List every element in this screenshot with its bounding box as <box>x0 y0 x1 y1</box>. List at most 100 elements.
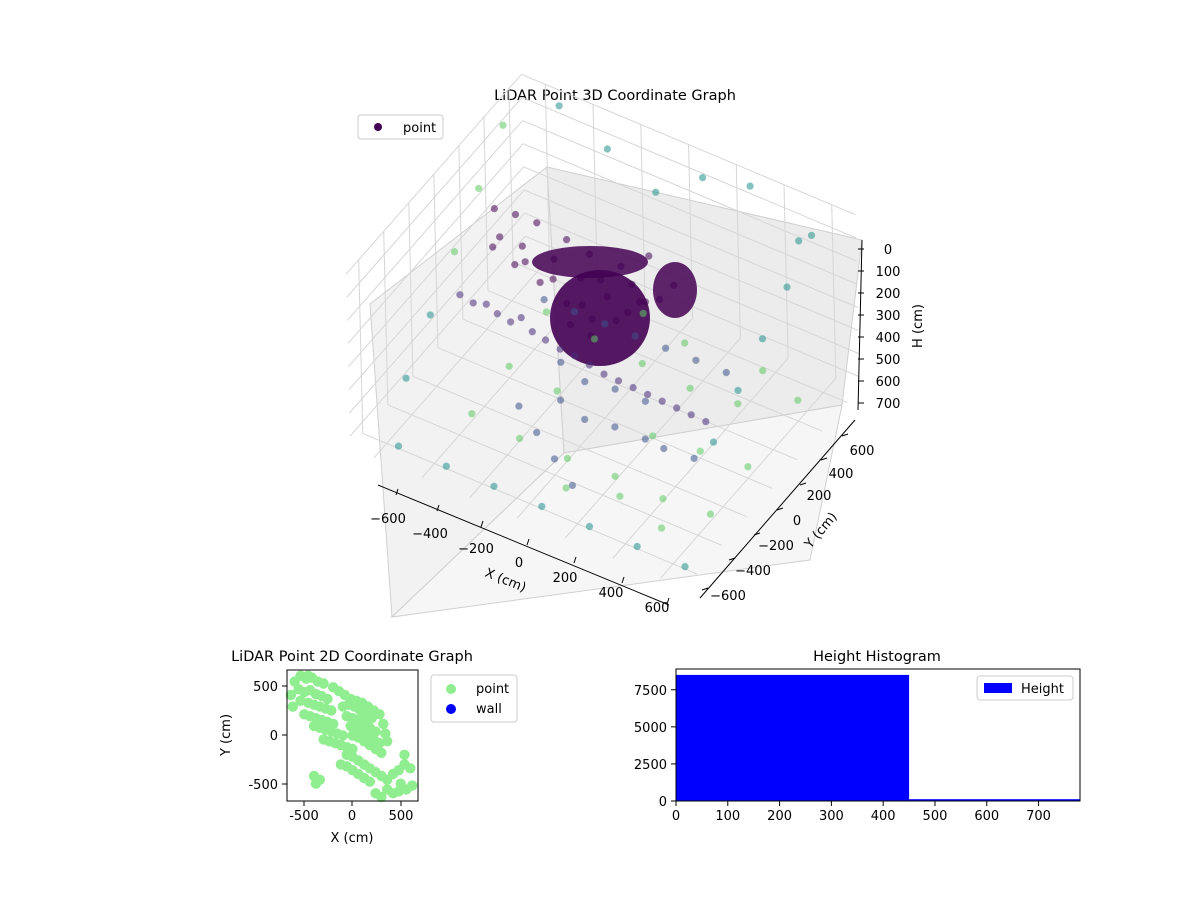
data-point <box>536 278 544 287</box>
chart-3d-y-tick <box>820 457 828 461</box>
data-point <box>698 173 707 182</box>
chart-3d-x-tick-label: 200 <box>553 571 578 586</box>
data-point <box>638 359 646 368</box>
chart-3d-y-tick-label: 400 <box>829 467 854 482</box>
chart-3d-z-axis-line <box>857 239 863 411</box>
data-point <box>795 237 803 245</box>
data-point <box>581 377 589 386</box>
data-point <box>758 335 767 343</box>
histogram-frame <box>675 668 1081 802</box>
data-point <box>681 339 689 347</box>
data-point <box>285 689 297 701</box>
data-point <box>370 726 381 737</box>
data-point <box>744 463 752 471</box>
chart-3d-x-tick-label: 400 <box>599 586 624 601</box>
grid-line <box>508 88 514 263</box>
chart-3d-x-tick <box>621 576 625 584</box>
grid-line <box>346 120 523 321</box>
chart-3d-x-tick <box>526 538 530 546</box>
histogram-legend-swatch <box>984 683 1012 693</box>
chart-3d-legend: point <box>357 114 444 140</box>
data-point <box>709 438 718 446</box>
chart-3d-z-tick-label: 100 <box>876 265 901 280</box>
grid-line <box>612 357 789 559</box>
data-point <box>611 423 619 431</box>
chart-3d-x-tick <box>395 488 399 496</box>
chart-3d-z-tick-label: 600 <box>876 375 901 390</box>
grid-line <box>358 259 364 434</box>
data-point <box>706 510 715 518</box>
data-point <box>639 309 647 318</box>
data-point <box>556 345 564 353</box>
data-point <box>310 778 322 789</box>
data-point <box>581 415 589 424</box>
data-point <box>557 358 565 366</box>
data-point <box>686 384 694 392</box>
data-point <box>585 522 594 531</box>
chart-3d-y-tick-label: 600 <box>850 444 875 459</box>
chart-2d-legend-label-point: point <box>476 682 509 697</box>
chart-3d-y-tick-label: −400 <box>735 564 771 579</box>
chart-3d-z-tick-label: 500 <box>876 353 901 368</box>
chart-3d-y-tick <box>728 557 736 561</box>
data-point <box>585 250 594 258</box>
data-point <box>533 428 541 437</box>
data-point <box>456 291 464 299</box>
chart-3d-z-label: H (cm) <box>911 304 926 348</box>
data-point <box>661 344 670 352</box>
data-point <box>590 335 599 343</box>
grid-line <box>735 164 741 339</box>
chart-3d-y-tick <box>701 587 709 591</box>
chart-3d-z-tick-label: 0 <box>884 243 892 258</box>
data-point <box>600 370 608 378</box>
chart-3d-x-tick-label: −400 <box>412 527 448 542</box>
data-point <box>382 736 393 747</box>
data-point <box>566 321 575 329</box>
data-point <box>482 300 490 308</box>
histogram-bar <box>909 799 1080 801</box>
data-point <box>629 383 637 392</box>
chart-3d-y-tick <box>753 532 761 536</box>
data-point <box>468 410 476 418</box>
chart-3d-x-tick <box>666 597 670 605</box>
histogram-x-tick-label: 100 <box>715 809 740 824</box>
data-point <box>794 396 802 404</box>
data-point <box>326 705 337 716</box>
data-point <box>538 502 546 511</box>
chart-2d-y-label: Y (cm) <box>219 714 234 757</box>
data-point <box>659 495 667 503</box>
grid-line <box>521 73 856 216</box>
data-point <box>576 274 585 282</box>
data-point <box>303 670 314 681</box>
data-point <box>690 454 698 463</box>
grid-line <box>523 189 859 331</box>
data-point <box>563 299 571 308</box>
data-point <box>364 776 375 787</box>
data-point <box>528 328 536 336</box>
data-point <box>702 417 710 426</box>
data-point <box>511 260 519 269</box>
data-point <box>658 397 666 405</box>
chart-3d-y-tick-label: 200 <box>807 489 832 504</box>
data-point <box>641 397 650 405</box>
chart-2d-points <box>285 670 418 803</box>
data-point <box>585 361 594 369</box>
chart-3d-legend-marker <box>374 123 382 131</box>
chart-3d-y-tick <box>776 507 784 511</box>
data-point <box>588 315 596 323</box>
data-point <box>696 447 704 455</box>
grid-line <box>458 145 464 320</box>
data-point <box>399 749 410 760</box>
chart-2d-legend-marker-wall <box>446 704 456 714</box>
data-point <box>540 295 548 304</box>
grid-line <box>831 204 837 379</box>
histogram-x-tick-label: 200 <box>767 809 792 824</box>
grid-line <box>783 184 789 359</box>
data-point <box>603 292 611 301</box>
grid-line <box>640 124 646 298</box>
histogram-x-tick-label: 400 <box>871 809 896 824</box>
data-point <box>469 299 477 307</box>
chart-3d-z-tick-label: 200 <box>876 287 901 302</box>
chart-3d-points <box>394 102 816 571</box>
